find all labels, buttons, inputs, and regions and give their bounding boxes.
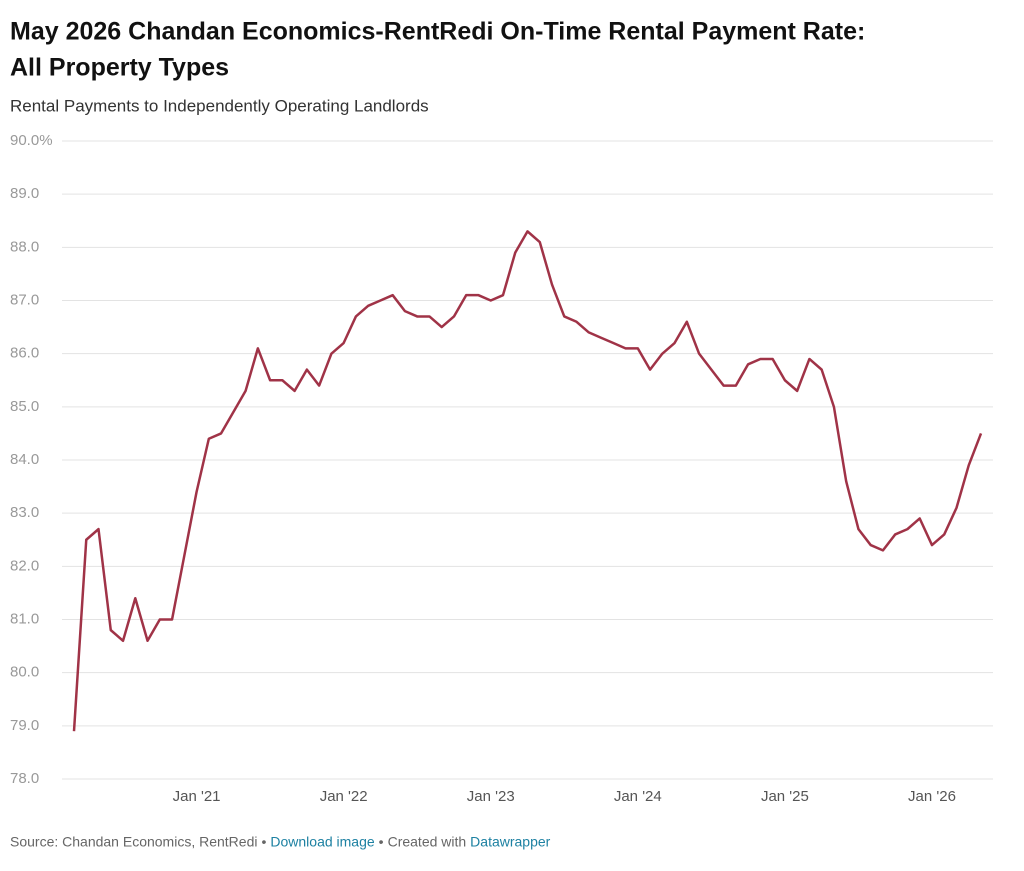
footer: Source: Chandan Economics, RentRedi • Down… bbox=[10, 834, 551, 850]
x-tick-label: Jan '25 bbox=[761, 788, 809, 805]
footer-credit: Created with bbox=[388, 834, 467, 850]
footer-source: Source: Chandan Economics, RentRedi bbox=[10, 834, 257, 850]
footer-separator: • bbox=[261, 834, 266, 850]
y-tick-label: 84.0 bbox=[10, 451, 39, 468]
y-tick-label: 87.0 bbox=[10, 291, 39, 308]
chart-subtitle: Rental Payments to Independently Operati… bbox=[10, 96, 429, 115]
x-tick-label: Jan '22 bbox=[320, 788, 368, 805]
footer-separator: • bbox=[379, 834, 384, 850]
chart-title: May 2026 Chandan Economics-RentRedi On-T… bbox=[10, 18, 865, 46]
y-tick-label: 79.0 bbox=[10, 717, 39, 734]
y-tick-label: 89.0 bbox=[10, 185, 39, 202]
y-tick-label: 80.0 bbox=[10, 664, 39, 681]
x-tick-label: Jan '21 bbox=[173, 788, 221, 805]
y-tick-label: 83.0 bbox=[10, 504, 39, 521]
datawrapper-link[interactable]: Datawrapper bbox=[470, 834, 550, 850]
y-tick-label: 81.0 bbox=[10, 610, 39, 627]
plot bbox=[72, 230, 983, 732]
y-tick-label: 78.0 bbox=[10, 770, 39, 787]
y-tick-label: 85.0 bbox=[10, 398, 39, 415]
y-tick-label: 90.0% bbox=[10, 132, 53, 149]
download-link[interactable]: Download image bbox=[270, 834, 374, 850]
y-tick-label: 82.0 bbox=[10, 557, 39, 574]
y-tick-label: 88.0 bbox=[10, 238, 39, 255]
x-tick-label: Jan '24 bbox=[614, 788, 662, 805]
x-tick-label: Jan '23 bbox=[467, 788, 515, 805]
x-tick-label: Jan '26 bbox=[908, 788, 956, 805]
data-line bbox=[72, 230, 983, 732]
y-tick-label: 86.0 bbox=[10, 345, 39, 362]
grid: 78.0 79.0 80.0 81.0 82.0 83.0 84.0 85.0 86.0 87.0… bbox=[10, 132, 993, 805]
chart-title: All Property Types bbox=[10, 54, 229, 82]
